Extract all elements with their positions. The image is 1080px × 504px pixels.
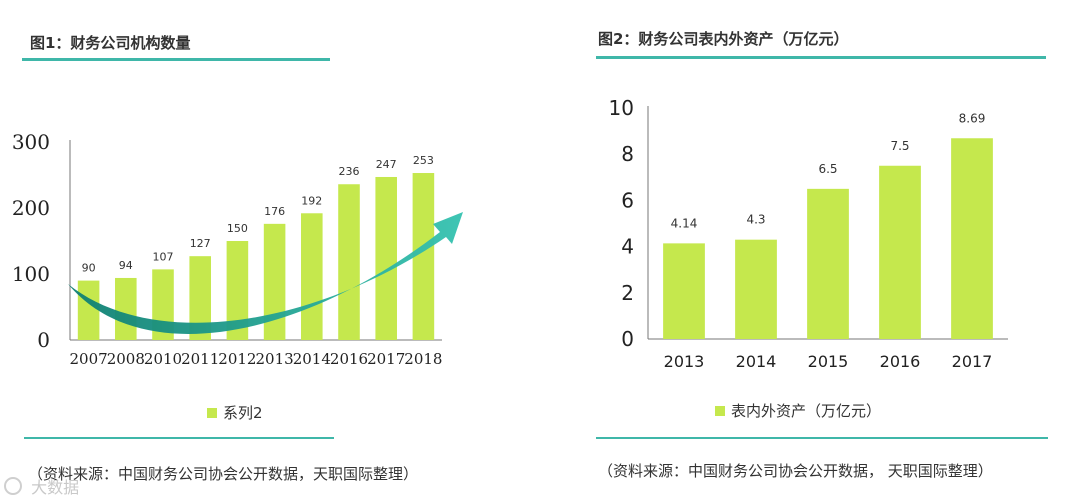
data-label: 192 — [301, 194, 322, 207]
title-underline-2 — [596, 56, 1046, 59]
source-rule-2 — [596, 437, 1048, 439]
bar — [807, 188, 849, 339]
watermark-logo-icon — [4, 477, 22, 495]
bar — [115, 277, 137, 340]
x-tick-label: 2014 — [736, 352, 777, 371]
x-tick-label: 2016 — [330, 350, 368, 368]
watermark-text: 大数据 — [31, 478, 80, 497]
x-tick-label: 2008 — [107, 350, 145, 368]
x-tick-label: 2013 — [664, 352, 705, 371]
legend-label-2: 表内外资产（万亿元） — [731, 402, 882, 420]
legend-2: 表内外资产（万亿元） — [715, 400, 881, 421]
legend-label-1: 系列2 — [223, 404, 263, 422]
x-tick-label: 2014 — [293, 350, 331, 368]
data-label: 6.5 — [818, 162, 837, 176]
chart-panel-2: 图2：财务公司表内外资产（万亿元） 0 2 4 6 8 10 4.14 2013 4.3 201… — [540, 0, 1080, 504]
data-label: 127 — [190, 237, 211, 250]
x-tick-label: 2018 — [404, 350, 442, 368]
title-underline-1 — [22, 58, 330, 61]
bar — [412, 173, 435, 340]
legend-swatch-2 — [715, 405, 725, 416]
y-tick-label: 8 — [621, 142, 634, 166]
data-label: 150 — [227, 222, 248, 235]
y-tick-label: 300 — [12, 130, 50, 154]
y-tick-label: 2 — [621, 281, 634, 305]
data-label: 8.69 — [959, 111, 986, 125]
chart-title-1: 图1：财务公司机构数量 — [30, 34, 191, 52]
source-rule-1 — [24, 437, 334, 439]
bar — [338, 184, 360, 340]
data-label: 90 — [82, 262, 96, 275]
x-tick-label: 2017 — [952, 352, 993, 371]
y-tick-label: 100 — [12, 262, 50, 286]
data-label: 4.14 — [671, 216, 698, 230]
bar — [77, 280, 100, 340]
bar-chart-2: 0 2 4 6 8 10 4.14 2013 4.3 2014 6.5 2015 7.5 2016 8.6… — [609, 96, 1008, 371]
source-note-1: （资料来源：中国财务公司协会公开数据，天职国际整理） — [28, 465, 419, 483]
bar — [735, 239, 777, 339]
bar — [263, 223, 286, 340]
source-note-2: （资料来源：中国财务公司协会公开数据， 天职国际整理） — [598, 462, 993, 480]
bar-chart-1: 0 100 200 300 90 2007 94 2008 107 2010 127 2011 150… — [12, 130, 463, 368]
bar — [375, 176, 397, 340]
y-tick-label: 4 — [621, 235, 634, 259]
data-label: 107 — [153, 250, 174, 263]
y-tick-label: 10 — [609, 96, 634, 120]
legend-1: 系列2 — [207, 402, 263, 423]
y-tick-label: 6 — [621, 188, 634, 212]
data-label: 4.3 — [746, 213, 765, 227]
data-label: 236 — [339, 165, 360, 178]
chart-title-2: 图2：财务公司表内外资产（万亿元） — [598, 30, 849, 48]
x-tick-label: 2010 — [144, 350, 182, 368]
x-tick-label: 2016 — [880, 352, 921, 371]
x-tick-label: 2011 — [181, 350, 219, 368]
data-label: 176 — [264, 205, 285, 218]
bar — [226, 241, 249, 340]
bar — [663, 243, 705, 339]
bar — [879, 165, 921, 339]
y-tick-label: 0 — [37, 328, 50, 352]
growth-arrow-icon — [68, 212, 463, 334]
data-label: 247 — [376, 158, 397, 171]
data-label: 94 — [119, 259, 133, 272]
x-tick-label: 2012 — [218, 350, 256, 368]
bar — [301, 213, 323, 340]
chart-panel-1: 图1：财务公司机构数量 0 100 200 300 90 2007 94 2008 107 20… — [12, 34, 463, 483]
y-tick-label: 200 — [12, 196, 50, 220]
y-tick-label: 0 — [621, 327, 634, 351]
data-label: 7.5 — [890, 139, 909, 153]
bar — [189, 256, 211, 340]
legend-swatch-1 — [207, 407, 217, 418]
data-label: 253 — [413, 154, 434, 167]
x-tick-label: 2007 — [70, 350, 108, 368]
x-tick-label: 2015 — [808, 352, 849, 371]
watermark: 大数据 — [4, 474, 79, 498]
x-tick-label: 2013 — [256, 350, 294, 368]
bar — [951, 138, 993, 339]
x-tick-label: 2017 — [367, 350, 405, 368]
